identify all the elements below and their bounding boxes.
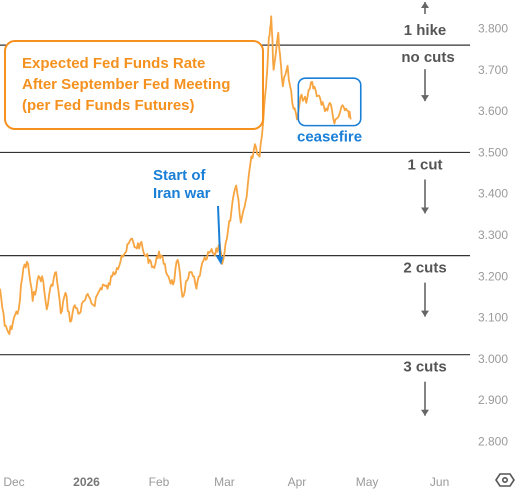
x-tick-label: 2026 bbox=[73, 475, 100, 489]
no-cuts-down-arrow-head bbox=[421, 95, 429, 102]
x-tick-label: Feb bbox=[149, 475, 170, 489]
chart-title-line: After September Fed Meeting bbox=[22, 76, 230, 93]
band-down-arrow-3-head bbox=[421, 409, 429, 416]
band-label-3-cuts: 3 cuts bbox=[403, 359, 446, 376]
chart-title-line: Expected Fed Funds Rate bbox=[22, 55, 205, 72]
y-tick-label: 2.800 bbox=[478, 434, 508, 448]
y-tick-label: 3.600 bbox=[478, 104, 508, 118]
y-tick-label: 3.800 bbox=[478, 22, 508, 36]
x-tick-label: Jun bbox=[430, 475, 449, 489]
y-tick-label: 3.000 bbox=[478, 352, 508, 366]
chart-title-line: (per Fed Funds Futures) bbox=[22, 97, 195, 114]
chart-title-box: Expected Fed Funds Rate After September F… bbox=[4, 40, 264, 130]
y-tick-label: 2.900 bbox=[478, 393, 508, 407]
band-label-no-cuts: no cuts bbox=[401, 49, 454, 66]
band-label-2-cuts: 2 cuts bbox=[403, 260, 446, 277]
hike-up-arrow-head bbox=[421, 2, 429, 8]
iran-war-annotation-line: Start of bbox=[153, 167, 207, 184]
y-tick-label: 3.100 bbox=[478, 311, 508, 325]
settings-hexagon-icon[interactable] bbox=[495, 472, 515, 488]
iran-war-arrow-head bbox=[215, 254, 224, 265]
ceasefire-label: ceasefire bbox=[297, 129, 362, 146]
x-axis: Dec 2026 Feb Mar Apr May Jun bbox=[3, 475, 449, 489]
y-tick-label: 3.200 bbox=[478, 269, 508, 283]
x-tick-label: Dec bbox=[3, 475, 24, 489]
y-tick-label: 3.300 bbox=[478, 228, 508, 242]
band-label-1-hike: 1 hike bbox=[404, 22, 447, 39]
x-tick-label: Apr bbox=[288, 475, 307, 489]
y-tick-label: 3.500 bbox=[478, 145, 508, 159]
series-layer bbox=[0, 15, 352, 335]
series-line-0 bbox=[0, 15, 352, 335]
title-frame bbox=[4, 40, 264, 130]
ceasefire-box bbox=[297, 77, 362, 127]
y-axis: 3.800 3.700 3.600 3.500 3.400 3.300 3.200 3.100… bbox=[478, 22, 508, 449]
band-down-arrow-2-head bbox=[421, 310, 429, 317]
scenario-labels: 1 hike no cuts 1 cut 2 cuts 3 cuts bbox=[401, 2, 455, 416]
band-label-1-cut: 1 cut bbox=[407, 156, 442, 173]
iran-war-arrow bbox=[217, 205, 222, 258]
x-tick-label: Mar bbox=[214, 475, 235, 489]
x-tick-label: May bbox=[356, 475, 379, 489]
y-tick-label: 3.400 bbox=[478, 187, 508, 201]
iran-war-annotation-line: Iran war bbox=[153, 185, 211, 202]
band-down-arrow-1-head bbox=[421, 207, 429, 214]
y-tick-label: 3.700 bbox=[478, 63, 508, 77]
